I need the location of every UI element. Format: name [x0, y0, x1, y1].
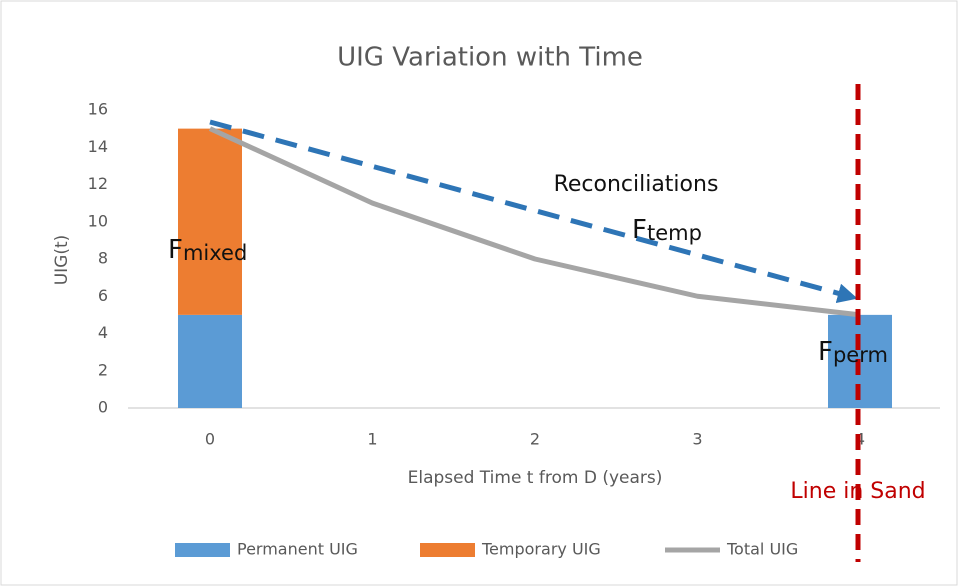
x-tick-label: 2 — [530, 430, 540, 449]
y-tick-label: 4 — [98, 323, 108, 342]
annotation-text: F — [818, 337, 833, 367]
y-tick-label: 6 — [98, 286, 108, 305]
annotation: Reconciliations — [554, 172, 719, 197]
annotation: Fperm — [818, 337, 888, 368]
line — [208, 126, 861, 318]
y-axis-label: UIG(t) — [52, 235, 72, 286]
annotation-text: F — [632, 215, 647, 245]
chart-title: UIG Variation with Time — [337, 43, 643, 73]
legend-label: Permanent UIG — [237, 540, 358, 559]
legend-label: Total UIG — [726, 540, 798, 559]
legend-swatch — [420, 543, 475, 557]
y-tick-label: 8 — [98, 249, 108, 268]
bar — [178, 314, 242, 408]
annotation-sub: mixed — [183, 241, 247, 265]
legend-swatch — [175, 543, 230, 557]
x-tick-label: 0 — [205, 430, 215, 449]
annotation-sub: temp — [647, 221, 702, 245]
x-tick-label: 3 — [692, 430, 702, 449]
annotation: Fmixed — [168, 235, 247, 266]
annotation-text: Line in Sand — [790, 479, 925, 504]
x-axis-label: Elapsed Time t from D (years) — [408, 468, 663, 488]
annotation: Line in Sand — [790, 479, 925, 504]
y-tick-label: 2 — [98, 360, 108, 379]
annotation-text: F — [168, 235, 183, 265]
y-tick-label: 10 — [88, 211, 108, 230]
y-tick-label: 12 — [88, 174, 108, 193]
annotation: Ftemp — [632, 215, 702, 246]
bar — [178, 128, 242, 315]
y-tick-label: 16 — [88, 100, 108, 119]
reconciliation-arrow — [209, 119, 858, 304]
legend-label: Temporary UIG — [481, 540, 601, 559]
y-tick-label: 14 — [88, 137, 108, 156]
x-tick-label: 1 — [367, 430, 377, 449]
annotation-sub: perm — [833, 343, 888, 367]
y-tick-label: 0 — [98, 398, 108, 417]
annotation-text: Reconciliations — [554, 172, 719, 197]
